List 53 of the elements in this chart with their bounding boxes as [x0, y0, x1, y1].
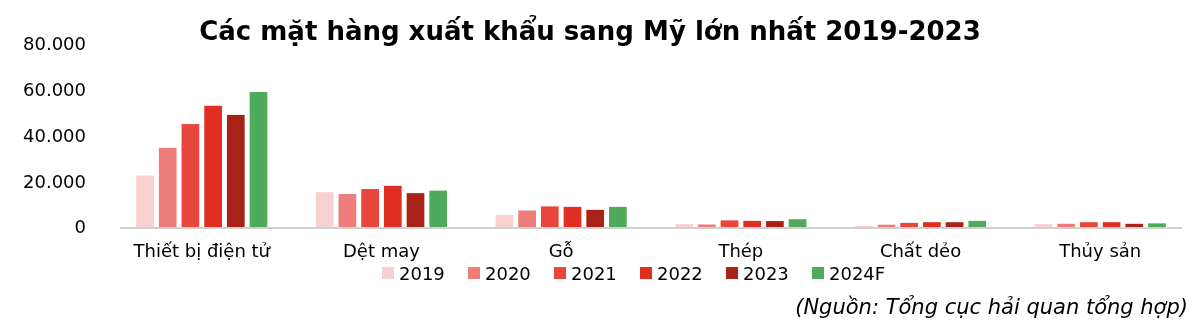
x-tick-label: Chất dẻo	[879, 240, 962, 261]
legend-label: 2021	[571, 263, 617, 285]
bar	[136, 175, 154, 227]
bar	[586, 209, 605, 227]
legend-label: 2022	[657, 263, 703, 285]
bar	[495, 214, 514, 227]
x-tick-label: Gỗ	[548, 240, 574, 261]
x-tick-label: Thủy sản	[1058, 240, 1142, 261]
y-tick-label: 80.000	[23, 33, 86, 55]
bar	[315, 192, 334, 227]
bar	[1080, 222, 1098, 227]
bar	[383, 185, 402, 227]
bar	[609, 206, 627, 227]
bar	[540, 206, 559, 227]
bar	[406, 193, 425, 227]
bar	[181, 124, 200, 227]
legend-label: 2024F	[829, 263, 886, 285]
y-tick-label: 40.000	[23, 124, 86, 146]
x-tick-label: Dệt may	[342, 240, 421, 261]
bar	[1034, 224, 1053, 227]
bar	[900, 222, 919, 227]
bar	[788, 219, 807, 227]
bar	[158, 147, 177, 227]
bar	[968, 220, 987, 227]
bar	[720, 220, 739, 227]
y-tick-label: 60.000	[23, 79, 86, 101]
bar	[743, 220, 762, 227]
y-tick-label: 0	[74, 216, 86, 238]
legend-label: 2019	[399, 263, 445, 285]
bar	[697, 224, 716, 227]
chart-title: Các mặt hàng xuất khẩu sang Mỹ lớn nhất 2019-2023	[199, 14, 981, 46]
bar	[1125, 223, 1144, 227]
bar	[249, 92, 268, 227]
text: (Nguồn: Tổng cục hải quan tổng hợp)	[795, 295, 1188, 319]
bar	[766, 221, 784, 227]
bar	[1057, 223, 1076, 227]
bar	[361, 189, 379, 227]
bar	[923, 222, 941, 227]
bar	[1102, 222, 1121, 227]
bar	[675, 224, 693, 227]
bar	[945, 222, 964, 227]
bar	[429, 190, 448, 227]
y-tick-label: 20.000	[23, 170, 86, 192]
x-tick-label: Thiết bị điện tử	[132, 240, 272, 261]
x-tick-label: Thép	[717, 240, 764, 261]
legend-label: 2020	[485, 263, 531, 285]
bar	[518, 210, 536, 227]
bar	[226, 114, 245, 227]
legend-label: 2023	[743, 263, 789, 285]
bar	[1148, 223, 1166, 227]
bar	[563, 206, 582, 227]
bar	[204, 105, 222, 227]
bar	[338, 194, 357, 227]
